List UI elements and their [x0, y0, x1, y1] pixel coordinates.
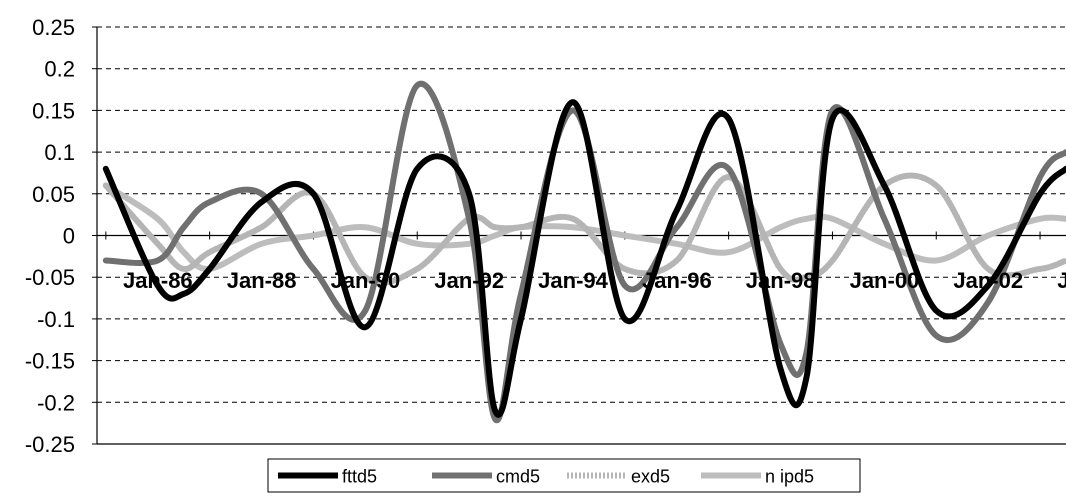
x-tick-label: Jan-96 [642, 268, 712, 293]
y-tick-labels: 0.25 0.2 0.15 0.1 0.05 0 -0.05 -0.1 -0.15 -0.2 -0.… [25, 15, 75, 457]
y-tick-label: -0.2 [37, 390, 75, 415]
x-tick-label: Jan-94 [538, 268, 608, 293]
x-tick-label: Jan-02 [953, 268, 1023, 293]
y-tick-label: -0.15 [25, 349, 75, 374]
x-tick-label: Jan-88 [227, 268, 297, 293]
y-tick-label: 0.1 [44, 140, 75, 165]
legend: fttd5 cmd5 exd5 n ipd5 [267, 458, 861, 493]
series-line-exd5 [102, 172, 1066, 286]
x-tick-label: Jan-00 [850, 268, 920, 293]
y-tick-label: -0.1 [37, 307, 75, 332]
y-tick-label: 0 [63, 224, 75, 249]
x-tick-label: Jan-92 [434, 268, 504, 293]
y-tick-label: 0.25 [32, 15, 75, 40]
series-lines [102, 80, 1066, 424]
y-tick-label: -0.25 [25, 432, 75, 457]
x-tick-label: Jan-98 [746, 268, 816, 293]
series-line-fttd5 [102, 99, 1066, 418]
y-tick-label: -0.05 [25, 265, 75, 290]
legend-label: fttd5 [342, 467, 377, 487]
legend-label: n ipd5 [765, 467, 814, 487]
legend-label: cmd5 [496, 467, 540, 487]
x-tick-label: Jan-04 [1057, 268, 1066, 293]
legend-box [267, 458, 861, 493]
legend-label: exd5 [631, 467, 670, 487]
x-tick-label: Jan-86 [123, 268, 193, 293]
x-tick-labels: Jan-86 Jan-88 Jan-90 Jan-92 Jan-94 Jan-96 Jan-… [123, 268, 1066, 293]
x-tick-label: Jan-90 [331, 268, 401, 293]
y-tick-label: 0.15 [32, 98, 75, 123]
y-tick-label: 0.2 [44, 57, 75, 82]
y-tick-label: 0.05 [32, 182, 75, 207]
